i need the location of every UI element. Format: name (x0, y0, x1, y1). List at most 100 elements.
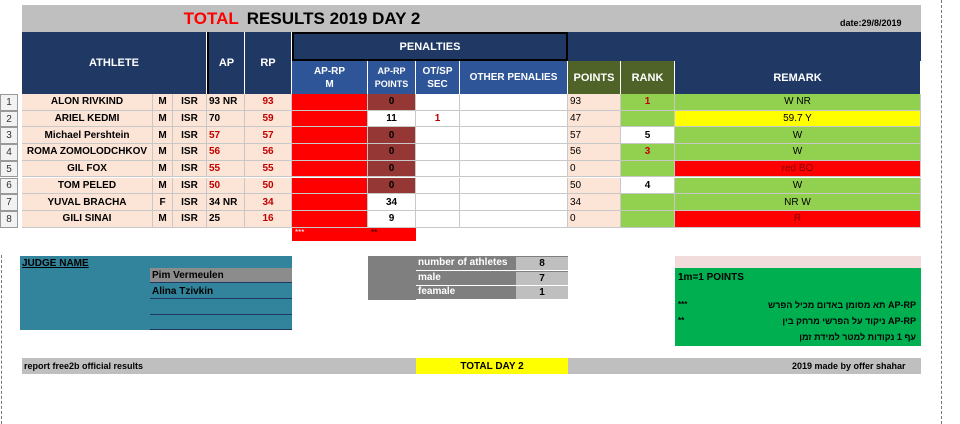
cell-ap: 56 (207, 144, 245, 161)
cell-name: GILI SINAI (22, 210, 153, 228)
cell-pen-pts: 0 (368, 94, 416, 111)
stat-value: 8 (516, 257, 568, 271)
cell-rp: 56 (245, 144, 292, 161)
legend-box (675, 268, 921, 346)
legend-title: 1m=1 POINTS (678, 272, 744, 283)
cell-pen-m (292, 194, 368, 211)
stars-three: *** (295, 228, 305, 237)
header-penalties: PENALTIES (292, 32, 568, 61)
page-title: TOTAL RESULTS 2019 DAY 2 (22, 5, 582, 32)
cell-rp: 16 (245, 210, 292, 228)
header-aprp-points-label: AP-RP POINTS (374, 65, 409, 89)
cell-rp: 34 (245, 194, 292, 211)
stars-two: ** (371, 228, 378, 237)
row-number[interactable]: 3 (0, 127, 18, 145)
cell-remark: W (675, 127, 921, 145)
row-number[interactable]: 2 (0, 110, 18, 128)
row-number[interactable]: 7 (0, 194, 18, 211)
header-aprp-m: AP-RP M (292, 61, 368, 94)
date-label: date:29/8/2019 (840, 18, 902, 28)
cell-name: ALON RIVKIND (22, 94, 153, 111)
row-number[interactable]: 8 (0, 210, 18, 228)
cell-points: 57 (568, 127, 621, 145)
cell-pen-m (292, 177, 368, 195)
row-number[interactable]: 4 (0, 144, 18, 161)
cell-other (460, 110, 568, 128)
cell-sex: M (153, 160, 173, 178)
footer-right: 2019 made by offer shahar (792, 361, 906, 371)
cell-rp: 59 (245, 110, 292, 128)
cell-pen-m (292, 144, 368, 161)
legend-header-bar (675, 256, 921, 268)
row-number[interactable]: 1 (0, 94, 18, 111)
cell-ot (416, 194, 460, 211)
cell-pen-pts: 0 (368, 160, 416, 178)
cell-sex: M (153, 94, 173, 111)
cell-pen-m (292, 160, 368, 178)
stat-value: 7 (516, 271, 568, 286)
cell-country: ISR (173, 177, 207, 195)
cell-ap: 25 (207, 210, 245, 228)
header-aprp-m-label: AP-RP M (313, 65, 346, 90)
cell-other (460, 194, 568, 211)
row-number[interactable]: 6 (0, 177, 18, 195)
cell-remark: 59.7 Y (675, 110, 921, 128)
cell-ot (416, 177, 460, 195)
cell-country: ISR (173, 94, 207, 111)
page-border-left (1, 255, 2, 424)
cell-remark: W NR (675, 94, 921, 111)
header-rp: RP (245, 32, 292, 94)
cell-rp: 50 (245, 177, 292, 195)
cell-sex: M (153, 210, 173, 228)
cell-rp: 55 (245, 160, 292, 178)
cell-rank: 1 (621, 94, 675, 111)
cell-points: 34 (568, 194, 621, 211)
judge-line-3 (150, 300, 292, 315)
cell-points: 0 (568, 210, 621, 228)
cell-remark: R (675, 210, 921, 228)
judge-line-4 (150, 316, 292, 330)
legend-text: AP-RP תא מסומן באדום מכיל הפרש (768, 300, 916, 310)
cell-ot (416, 144, 460, 161)
cell-ap: 57 (207, 127, 245, 145)
cell-rank: 5 (621, 127, 675, 145)
cell-other (460, 177, 568, 195)
cell-pen-m (292, 127, 368, 145)
cell-ot (416, 127, 460, 145)
cell-ot (416, 94, 460, 111)
cell-rank (621, 210, 675, 228)
cell-country: ISR (173, 127, 207, 145)
page-border-right (941, 0, 942, 424)
header-remark: REMARK (675, 61, 921, 94)
header-rank: RANK (621, 61, 675, 94)
row-number[interactable]: 5 (0, 160, 18, 178)
cell-ap: 50 (207, 177, 245, 195)
cell-remark: W (675, 177, 921, 195)
cell-remark: red BO (675, 160, 921, 178)
header-ap: AP (207, 32, 245, 94)
stat-label: male (416, 272, 516, 286)
legend-mark: *** (678, 300, 688, 309)
header-other-penalties: OTHER PENALIES (460, 61, 568, 94)
cell-rp: 57 (245, 127, 292, 145)
cell-pen-pts: 0 (368, 177, 416, 195)
cell-rp: 93 (245, 94, 292, 111)
cell-pen-pts: 0 (368, 127, 416, 145)
cell-rank (621, 110, 675, 128)
stat-label: feamale (416, 286, 516, 300)
cell-sex: M (153, 127, 173, 145)
cell-points: 50 (568, 177, 621, 195)
footer-left: report free2b official results (24, 361, 144, 371)
title-bar (22, 5, 921, 32)
judge-name-2: Alina Tzivkin (150, 284, 292, 299)
cell-sex: M (153, 110, 173, 128)
cell-rank (621, 160, 675, 178)
header-aprp-points: AP-RP POINTS (368, 61, 416, 94)
cell-sex: M (153, 177, 173, 195)
cell-pen-pts: 34 (368, 194, 416, 211)
header-points: POINTS (568, 61, 621, 94)
cell-name: TOM PELED (22, 177, 153, 195)
header-otsp-sec-label: OT/SP SEC (422, 65, 453, 90)
cell-rank: 3 (621, 144, 675, 161)
cell-other (460, 94, 568, 111)
